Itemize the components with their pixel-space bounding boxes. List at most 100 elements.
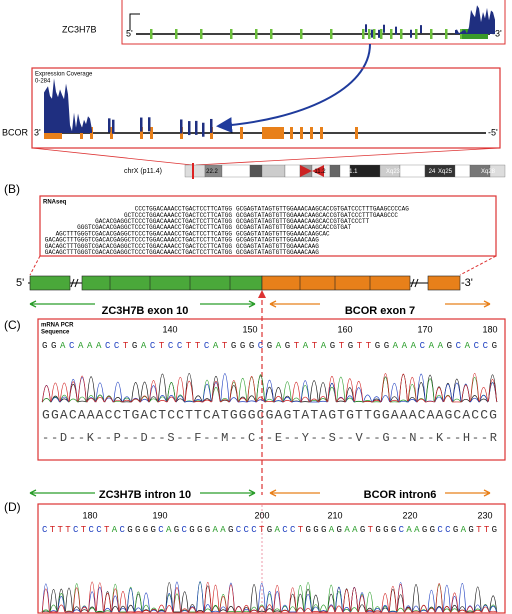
band-label: p21.1 xyxy=(342,169,358,175)
coverage-peak xyxy=(210,118,213,133)
region-arrow xyxy=(269,300,491,308)
centromere xyxy=(300,165,324,177)
top-box xyxy=(121,0,506,45)
exon xyxy=(290,127,293,139)
tss-arrow xyxy=(129,13,140,30)
trace xyxy=(41,581,498,613)
position-label: 160 xyxy=(337,324,352,334)
coverage-peak xyxy=(112,119,115,134)
trace xyxy=(41,373,498,403)
exon xyxy=(373,29,376,39)
read-left: CCCTGGACAAACCTGACTCCTTCATGG xyxy=(135,206,233,213)
exon xyxy=(240,127,243,139)
end-label: 5' xyxy=(16,277,24,289)
position-label: 140 xyxy=(162,324,177,334)
region-label: BCOR exon 7 xyxy=(345,305,415,317)
exon xyxy=(400,29,403,39)
position-label: 220 xyxy=(402,510,417,520)
coverage-peak xyxy=(455,5,495,34)
band-label: Xq25 xyxy=(438,169,453,175)
gene-label: ZC3H7B xyxy=(62,24,97,34)
position-label: 200 xyxy=(254,510,269,520)
panel-label: (B) xyxy=(4,182,20,196)
chromosome-band xyxy=(284,164,301,178)
position-label: 210 xyxy=(327,510,342,520)
region-label: ZC3H7B exon 10 xyxy=(102,305,189,317)
exon xyxy=(270,29,273,39)
coverage-range: 0-284 xyxy=(35,79,51,85)
band-label: 11.2 xyxy=(314,169,326,175)
exon xyxy=(368,29,371,39)
exon xyxy=(140,127,143,139)
box-title: RNAseq xyxy=(43,200,67,206)
exon xyxy=(380,29,383,39)
exon xyxy=(230,29,233,39)
exon xyxy=(150,29,153,39)
coverage-peak xyxy=(202,122,205,137)
chromosome-band xyxy=(221,164,251,178)
coverage-peak xyxy=(371,29,373,38)
read-right: GCGAGTATAGTGTTGGAAACAAG xyxy=(236,249,319,256)
end-label: 5' xyxy=(126,28,133,38)
chromosome-band xyxy=(489,164,506,178)
band-label: 22.2 xyxy=(206,169,218,175)
zoom-lines xyxy=(31,147,501,166)
read-left: GACACGAGGCTCCCTGGACAAACCTGACTCCTTCATGG xyxy=(95,218,232,225)
coverage-peak xyxy=(383,24,385,33)
exon xyxy=(415,29,418,39)
region-arrow xyxy=(29,300,256,308)
trace xyxy=(41,373,498,403)
read-left: AGCTTTGGGTCGACACGAGGCTCCCTGGACAAACCTGACT… xyxy=(56,230,233,237)
exon xyxy=(430,29,433,39)
exon xyxy=(427,275,461,291)
chromosome-label: chrX (p11.4) xyxy=(124,168,162,175)
read-left: GACAGCTTTGGGTCGACACGAGGCTCCCTGGACAAACCTG… xyxy=(45,249,233,256)
trace xyxy=(41,582,498,613)
exon xyxy=(390,29,393,39)
end-label: 3' xyxy=(34,127,41,137)
trace-box xyxy=(37,318,506,461)
panel-label: (C) xyxy=(4,318,21,332)
exon xyxy=(330,29,333,39)
gene-label: BCOR xyxy=(2,127,29,137)
position-label: 150 xyxy=(242,324,257,334)
chromosome-band xyxy=(399,164,426,178)
chromosome-band xyxy=(454,164,471,178)
end-label: -3' xyxy=(492,28,502,38)
trace-box xyxy=(37,503,506,614)
position-label: 190 xyxy=(152,510,167,520)
exon xyxy=(150,127,153,139)
read-left: GACAGCTTTGGGTCGACACGAGGCTCCCTGGACAAACCTG… xyxy=(45,237,233,244)
coverage-peak xyxy=(140,117,143,132)
coverage-title: Expression Coverage xyxy=(35,72,93,78)
exon xyxy=(29,275,71,291)
read-right: GCGAGTATAGTGTTGGAAACAAG xyxy=(236,237,319,244)
band-label: Xq28 xyxy=(481,169,496,175)
exon xyxy=(320,127,323,139)
chromosome-band xyxy=(261,164,286,178)
end-label: -3' xyxy=(461,277,473,289)
exon xyxy=(362,29,365,39)
coverage-peak xyxy=(180,119,183,134)
read-left: GACAGCTTTGGGTCGACACGAGGCTCCCTGGACAAACCTG… xyxy=(45,243,233,250)
read-right: GCGAGTATAGTGTTGGAAACAAG xyxy=(236,243,319,250)
coverage-box xyxy=(31,67,501,149)
break-mark xyxy=(410,278,419,288)
chromosome-band xyxy=(184,164,206,178)
coverage-peak xyxy=(195,120,198,135)
fusion-arrow xyxy=(216,43,371,134)
junction-marker xyxy=(258,290,266,298)
read-right: GCGAGTATAGTGTTGGAAACAAGCACCGTGATCCCTT xyxy=(236,218,370,225)
break-mark xyxy=(70,278,79,288)
sequence: GGACAAACCTGACTCCTTCATGGGCGAGTATAGTGTTGGA… xyxy=(42,407,497,422)
read-right: GCGAGTATAGTGTTGGAAACAAGCACCGTGAT xyxy=(236,224,352,231)
coverage-peak xyxy=(44,78,92,133)
trace xyxy=(41,373,498,403)
read-left: GCTCCCTGGACAAACCTGACTCCTTCATGG xyxy=(124,212,232,219)
exon xyxy=(210,127,213,139)
position-label: 180 xyxy=(82,510,97,520)
chromosome-band xyxy=(249,164,263,178)
